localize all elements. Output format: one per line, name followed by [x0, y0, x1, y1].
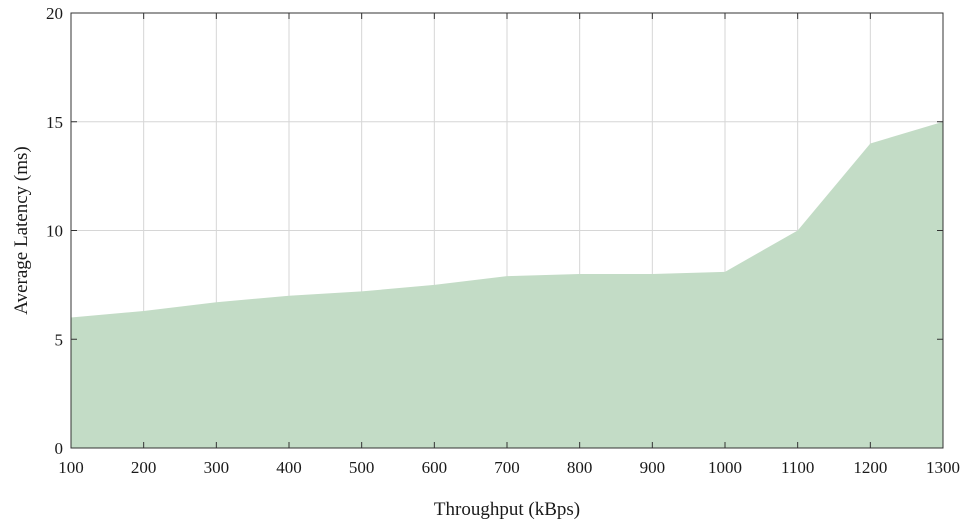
area-series-group	[71, 121, 943, 448]
x-tick-label: 1000	[708, 458, 742, 477]
x-tick-label: 300	[204, 458, 230, 477]
x-tick-label: 800	[567, 458, 593, 477]
area-series	[71, 121, 943, 448]
y-tick-label: 10	[46, 222, 63, 241]
x-tick-label: 400	[276, 458, 302, 477]
plot-frame-group	[70, 12, 944, 449]
x-tick-label: 1100	[781, 458, 814, 477]
x-tick-label: 200	[131, 458, 157, 477]
x-tick-label: 1300	[926, 458, 960, 477]
y-tick-label: 5	[55, 330, 64, 349]
x-tick-label: 1200	[853, 458, 887, 477]
y-tick-label: 0	[55, 439, 64, 458]
y-tick-label: 15	[46, 113, 63, 132]
x-tick-label: 900	[640, 458, 666, 477]
y-axis-title: Average Latency (ms)	[11, 146, 32, 314]
x-axis-title: Throughput (kBps)	[434, 499, 580, 520]
x-tick-label: 600	[422, 458, 448, 477]
tick-labels-group: 100 200 300 400 500 600 700 800 900 1000 1100 1200 1…	[46, 4, 960, 477]
x-tick-label: 700	[494, 458, 520, 477]
x-tick-label: 100	[58, 458, 84, 477]
x-tick-label: 500	[349, 458, 375, 477]
y-tick-label: 20	[46, 4, 63, 23]
